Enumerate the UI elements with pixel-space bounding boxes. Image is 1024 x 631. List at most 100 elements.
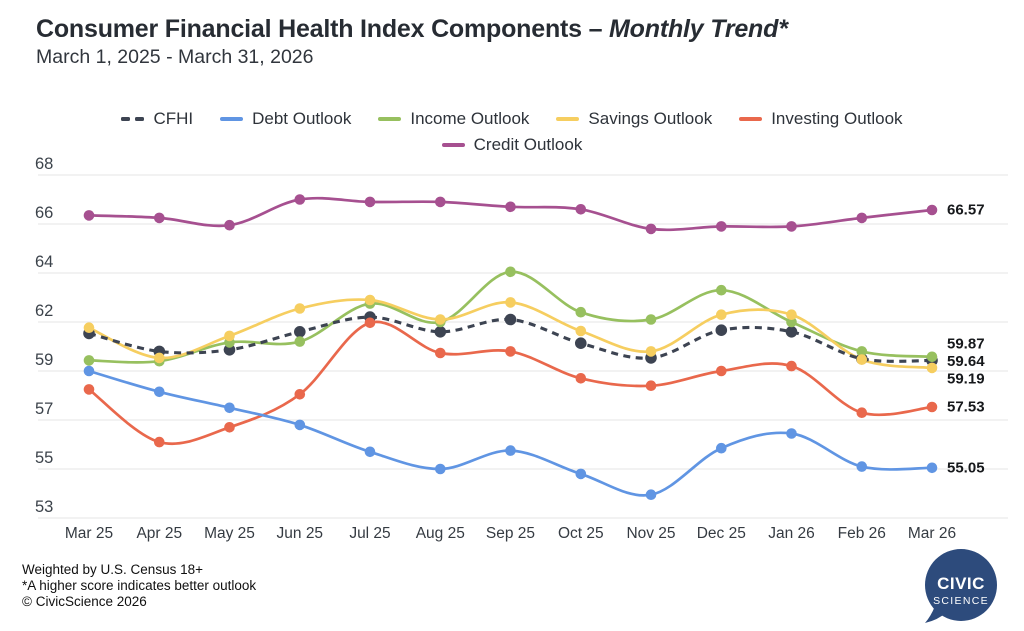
data-point-cfhi <box>223 344 236 356</box>
data-point-debt-outlook <box>435 463 446 475</box>
data-point-cfhi <box>785 326 798 338</box>
data-point-investing-outlook <box>294 389 306 400</box>
data-point-debt-outlook <box>83 365 95 377</box>
page-title-main: Consumer Financial Health Index Componen… <box>36 15 610 43</box>
end-value-label: 59.64 <box>947 353 985 370</box>
logo-text-civic: CIVIC <box>937 574 985 593</box>
footnotes: Weighted by U.S. Census 18+ *A higher sc… <box>22 562 256 609</box>
data-point-income-outlook <box>645 314 657 325</box>
data-point-income-outlook <box>83 355 95 366</box>
data-point-savings-outlook <box>435 314 446 325</box>
data-point-income-outlook <box>294 336 306 347</box>
logo-speech-bubble-icon <box>925 549 997 623</box>
data-point-debt-outlook <box>786 428 797 439</box>
data-point-investing-outlook <box>83 384 95 395</box>
x-tick-label: Apr 25 <box>136 525 182 542</box>
data-point-savings-outlook <box>364 294 376 306</box>
data-point-debt-outlook <box>154 386 165 398</box>
data-point-investing-outlook <box>224 422 235 433</box>
legend-row-2: Credit Outlook <box>0 132 1024 158</box>
x-tick-label: Mar 26 <box>908 525 956 542</box>
page-title: Consumer Financial Health Index Componen… <box>36 14 788 44</box>
data-point-income-outlook <box>505 266 516 278</box>
legend-item-debt-outlook: Debt Outlook <box>220 109 351 129</box>
end-value-label: 57.53 <box>947 399 985 416</box>
data-point-savings-outlook <box>856 354 868 365</box>
legend-item-cfhi: CFHI <box>121 109 193 129</box>
data-point-savings-outlook <box>645 346 657 357</box>
legend-label: Income Outlook <box>410 109 530 128</box>
data-point-savings-outlook <box>294 303 306 314</box>
data-point-credit-outlook <box>364 196 376 208</box>
y-tick-label: 53 <box>35 498 53 516</box>
legend-marker-cfhi-dashed-line-icon <box>121 116 145 122</box>
legend-marker-savings-line-icon <box>556 116 580 122</box>
x-tick-label: Mar 25 <box>65 525 113 542</box>
legend-marker-credit-line-icon <box>441 142 465 148</box>
data-point-investing-outlook <box>575 373 587 384</box>
civicscience-logo: CIVIC SCIENCE <box>925 549 997 623</box>
x-tick-label: Jan 26 <box>768 525 815 542</box>
footnote-weighting: Weighted by U.S. Census 18+ <box>22 562 203 577</box>
data-point-savings-outlook <box>505 297 516 308</box>
y-tick-label: 66 <box>35 204 53 222</box>
data-point-savings-outlook <box>575 325 587 337</box>
x-tick-label: Jun 25 <box>277 525 324 542</box>
data-point-investing-outlook <box>435 347 446 359</box>
data-point-investing-outlook <box>786 360 797 372</box>
data-point-credit-outlook <box>786 221 797 232</box>
footnote-score-explainer: *A higher score indicates better outlook <box>22 577 257 593</box>
page-title-emphasis: Monthly Trend* <box>609 15 788 43</box>
data-point-investing-outlook <box>716 365 727 377</box>
data-point-investing-outlook <box>505 346 516 357</box>
y-tick-label: 55 <box>35 449 53 467</box>
legend-item-savings-outlook: Savings Outlook <box>556 109 712 129</box>
legend-row-1: CFHI Debt Outlook Income Outlook Savings… <box>0 106 1024 132</box>
x-tick-label: May 25 <box>204 525 255 542</box>
data-point-savings-outlook <box>154 352 165 364</box>
data-point-savings-outlook <box>716 309 727 321</box>
data-point-income-outlook <box>575 306 587 318</box>
y-axis: 53 55 57 59 62 64 66 68 <box>35 155 1008 519</box>
end-value-label: 55.05 <box>947 459 985 476</box>
end-value-label: 59.87 <box>947 336 985 353</box>
x-tick-label: Nov 25 <box>626 525 675 542</box>
data-point-debt-outlook <box>926 462 938 474</box>
data-point-income-outlook <box>786 316 797 328</box>
legend-item-credit-outlook: Credit Outlook <box>441 135 583 155</box>
legend-label: Debt Outlook <box>252 109 352 128</box>
x-tick-label: Feb 26 <box>838 525 886 542</box>
legend-label: Credit Outlook <box>473 135 583 154</box>
data-point-savings-outlook <box>786 309 797 321</box>
x-axis: Mar 25 Apr 25 May 25 Jun 25 Jul 25 Aug 25 Sep … <box>65 525 956 542</box>
data-point-debt-outlook <box>716 442 727 454</box>
data-point-credit-outlook <box>224 219 235 231</box>
legend-label: CFHI <box>153 109 194 128</box>
data-point-cfhi <box>504 313 517 326</box>
data-point-credit-outlook <box>83 210 95 221</box>
data-point-savings-outlook <box>83 322 95 334</box>
data-point-debt-outlook <box>294 419 306 431</box>
legend-label: Investing Outlook <box>771 109 903 128</box>
data-point-debt-outlook <box>575 468 587 480</box>
logo-text-science: SCIENCE <box>933 595 989 607</box>
data-point-cfhi <box>715 324 728 337</box>
legend-label: Savings Outlook <box>588 109 713 128</box>
y-tick-label: 62 <box>35 302 53 320</box>
chart-legend: CFHI Debt Outlook Income Outlook Savings… <box>0 106 1024 158</box>
data-point-savings-outlook <box>926 362 938 374</box>
series-line-savings-outlook <box>88 298 933 370</box>
data-point-investing-outlook <box>856 407 868 419</box>
data-point-credit-outlook <box>435 196 446 208</box>
data-point-investing-outlook <box>645 380 657 392</box>
data-point-income-outlook <box>856 346 868 357</box>
y-tick-label: 59 <box>35 351 53 369</box>
y-tick-label: 57 <box>35 400 53 418</box>
data-point-credit-outlook <box>505 201 516 213</box>
x-tick-label: Aug 25 <box>416 525 465 542</box>
legend-marker-income-line-icon <box>378 116 402 122</box>
y-tick-label: 68 <box>35 155 53 173</box>
data-point-investing-outlook <box>926 401 938 413</box>
